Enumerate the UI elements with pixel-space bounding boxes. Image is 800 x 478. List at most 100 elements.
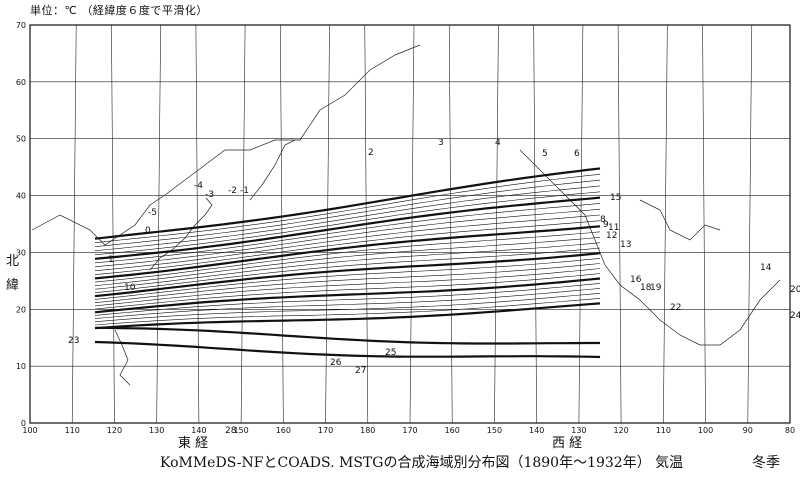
isotherm-value-label: 27 [355, 366, 366, 376]
latitude-tick-label: 0 [21, 419, 26, 428]
isotherm-value-label: 0 [145, 226, 151, 236]
isotherm-value-label: -1 [240, 186, 249, 196]
longitude-tick-label: 90 [743, 426, 753, 435]
isotherm-value-label: 28 [225, 426, 237, 436]
longitude-line [747, 24, 753, 424]
latitude-tick-label: 50 [16, 135, 26, 144]
longitude-tick-label: 80 [785, 426, 795, 435]
isotherm-thin [94, 220, 601, 275]
longitude-tick-label: 170 [402, 426, 417, 435]
longitude-tick-label: 180 [360, 426, 375, 435]
isotherm-value-label: 23 [68, 336, 79, 346]
isotherm-value-label: 15 [610, 193, 621, 203]
map-frame [29, 24, 791, 424]
isotherm-thin [94, 231, 601, 283]
longitude-tick-label: 100 [22, 426, 37, 435]
isotherm-value-label: 2 [368, 148, 374, 158]
isotherm-value-label: 24 [790, 311, 800, 321]
isotherm-thin [94, 185, 601, 251]
isotherm-thin [94, 288, 601, 319]
isotherm-value-label: 18 [640, 283, 652, 293]
isotherm-thin [94, 247, 601, 293]
isotherm-value-label: 13 [620, 240, 631, 250]
longitude-line [702, 24, 706, 424]
coast-asia [31, 44, 421, 246]
coast-japan [149, 197, 213, 271]
isotherm-value-label: -2 [228, 186, 237, 196]
longitude-line [280, 24, 284, 424]
latitude-tick-label: 40 [16, 192, 26, 201]
isotherm-thin [94, 208, 601, 268]
latitude-tick-label: 70 [16, 21, 26, 30]
isotherm-thin [94, 268, 601, 307]
longitude-line [533, 24, 537, 424]
isotherm-value-label: 3 [438, 138, 444, 148]
longitude-tick-label: 120 [107, 426, 122, 435]
isotherm-value-label: 14 [760, 263, 772, 273]
isotherm-value-label: 12 [606, 231, 617, 241]
isotherm-thin [94, 214, 601, 271]
isotherm-value-label: -3 [205, 190, 214, 200]
longitude-tick-label: 170 [318, 426, 333, 435]
latitude-tick-label: 10 [16, 362, 26, 371]
isotherm-value-label: 5 [542, 149, 548, 159]
isotherm-thin [94, 242, 601, 290]
longitude-line [494, 24, 499, 424]
coast-philippines [114, 329, 131, 386]
season-label: 冬季 [752, 455, 780, 471]
longitude-line [325, 24, 330, 424]
isotherm-thin [94, 203, 601, 264]
longitude-line [156, 24, 161, 424]
isotherm-value-label: 1 [108, 255, 114, 265]
longitude-line [617, 24, 622, 424]
coast-north-america [519, 149, 781, 346]
isotherm-thin [94, 293, 601, 323]
isotherm-thin [94, 273, 601, 310]
isotherm-value-label: 25 [385, 348, 396, 358]
isotherm-thin [94, 191, 601, 256]
longitude-tick-label: 110 [656, 426, 671, 435]
isotherm-value-label: 16 [630, 275, 642, 285]
isotherm-value-label: 8 [600, 215, 606, 225]
isotherm-thin [94, 283, 601, 316]
latitude-label-north: 北 [6, 254, 20, 269]
longitude-tick-label: 100 [698, 426, 713, 435]
longitude-tick-label: 150 [233, 426, 248, 435]
coast-kamchatka [249, 139, 296, 201]
longitude-tick-label: 130 [149, 426, 164, 435]
isotherm-value-label: 4 [495, 138, 501, 148]
isotherm-thin [94, 237, 601, 286]
longitude-line [195, 24, 200, 424]
isotherm-bold [94, 167, 601, 240]
latitude-tick-label: 20 [16, 305, 26, 314]
longitude-tick-label: 120 [613, 426, 628, 435]
isotherm-bold [94, 302, 601, 330]
isotherm-thin [94, 179, 601, 247]
figure-caption: KoMMeDS-NFとCOADS. MSTGの合成海域別分布図（1890年～19… [160, 455, 684, 471]
isotherm-bold [95, 326, 600, 345]
isotherm-thin [94, 258, 601, 300]
longitude-tick-label: 110 [65, 426, 80, 435]
isotherm-value-label: 9 [603, 220, 609, 230]
west-longitude-label: 西 経 [552, 436, 583, 451]
isotherm-value-label: 19 [650, 283, 662, 293]
isotherm-value-label: 6 [574, 149, 580, 159]
isotherm-bold [94, 340, 601, 359]
latitude-tick-label: 30 [16, 248, 26, 257]
longitude-line [578, 24, 584, 424]
longitude-tick-label: 140 [191, 426, 206, 435]
isotherm-value-label: 20 [790, 285, 800, 295]
isotherm-thin [94, 263, 601, 303]
east-longitude-label: 東 経 [178, 436, 209, 451]
isotherm-value-label: 10 [124, 283, 136, 293]
longitude-line [448, 24, 453, 424]
isotherm-bold [94, 277, 601, 314]
longitude-line [111, 24, 115, 424]
coast-great-lakes [639, 199, 721, 241]
isotherm-lines [94, 167, 601, 359]
latitude-label-wei: 緯 [6, 278, 20, 293]
longitude-line [409, 24, 415, 424]
longitude-line [71, 24, 77, 424]
